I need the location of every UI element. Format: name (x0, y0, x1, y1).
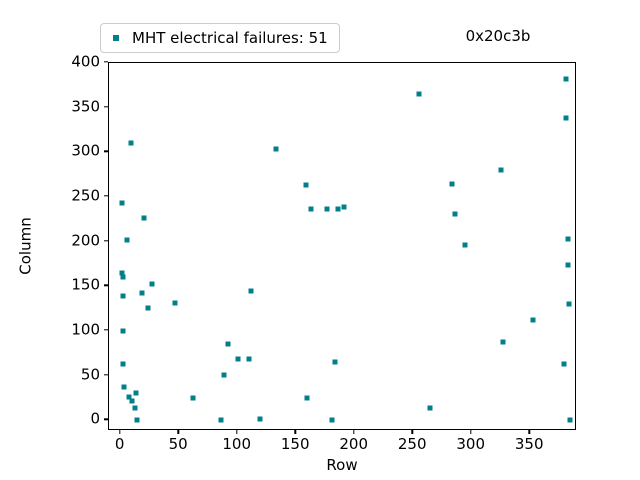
data-point (119, 200, 125, 206)
data-point (129, 398, 135, 404)
y-tick-mark (104, 239, 108, 242)
y-tick-mark (104, 61, 108, 63)
plot-axes-frame (108, 62, 576, 430)
y-tick-mark (104, 329, 108, 331)
data-point (500, 339, 506, 345)
x-axis-label: Row (326, 456, 358, 474)
data-point (273, 146, 279, 152)
data-point (134, 417, 140, 423)
x-tick-label: 350 (514, 435, 544, 453)
x-tick-mark (235, 430, 238, 434)
x-tick-mark (528, 430, 530, 434)
y-tick-mark (104, 284, 108, 286)
data-point (141, 215, 147, 221)
data-point (566, 301, 572, 307)
y-tick-label: 100 (71, 320, 100, 339)
data-point (235, 356, 241, 362)
data-point (132, 405, 138, 411)
data-point (149, 281, 155, 287)
data-point (530, 317, 536, 323)
data-point (563, 76, 569, 82)
legend-box[interactable]: MHT electrical failures: 51 (100, 23, 340, 53)
data-point (565, 236, 571, 242)
data-point (120, 293, 126, 299)
y-tick-mark (104, 105, 108, 108)
x-tick-label: 100 (222, 435, 252, 453)
x-tick-mark (352, 430, 355, 434)
legend-label: MHT electrical failures: 51 (132, 28, 328, 47)
data-point (257, 416, 263, 421)
data-point (565, 262, 571, 268)
data-point (172, 300, 178, 306)
data-point (462, 242, 468, 248)
data-point (449, 181, 455, 187)
data-point (221, 372, 227, 378)
data-point (119, 270, 125, 276)
data-point (246, 356, 252, 362)
y-axis-label: Column (16, 217, 35, 275)
y-tick-mark (104, 195, 108, 197)
y-tick-mark (104, 373, 108, 376)
y-tick-label: 0 (90, 409, 100, 428)
data-point (128, 140, 134, 146)
data-point (324, 206, 330, 212)
data-point (567, 417, 573, 423)
data-point (133, 390, 139, 396)
data-point (416, 91, 422, 97)
x-tick-label: 0 (114, 435, 125, 453)
data-point (341, 204, 347, 210)
data-point (121, 384, 127, 390)
y-tick-mark (104, 150, 108, 153)
data-point (139, 290, 145, 296)
data-point (120, 328, 126, 334)
data-point (332, 359, 338, 365)
legend-marker-icon (113, 35, 119, 41)
x-tick-mark (469, 430, 472, 434)
data-point (120, 361, 126, 367)
x-tick-label: 300 (456, 435, 486, 453)
x-tick-label: 250 (397, 435, 427, 453)
plot-title: 0x20c3b (465, 27, 531, 45)
data-point (498, 167, 504, 173)
data-point (303, 182, 309, 188)
data-point (145, 305, 151, 311)
data-point (225, 341, 231, 347)
data-point (329, 417, 335, 423)
data-point (248, 288, 254, 294)
data-point (563, 115, 569, 121)
plot-data-area (109, 63, 575, 429)
y-tick-mark (104, 418, 108, 420)
data-point (190, 395, 196, 401)
data-point (218, 417, 224, 423)
x-tick-label: 50 (168, 435, 188, 453)
y-tick-label: 250 (71, 186, 100, 205)
data-point (124, 237, 130, 243)
y-tick-label: 50 (80, 365, 100, 384)
x-tick-mark (118, 430, 121, 434)
data-point (120, 274, 126, 280)
y-tick-label: 200 (71, 231, 100, 250)
y-tick-label: 300 (71, 141, 100, 160)
y-tick-label: 350 (71, 97, 100, 116)
x-tick-mark (177, 430, 179, 434)
data-point (308, 206, 314, 212)
y-tick-label: 150 (71, 275, 100, 294)
data-point (126, 394, 132, 400)
data-point (452, 211, 458, 217)
x-tick-label: 200 (339, 435, 369, 453)
data-point (304, 395, 310, 401)
data-point (561, 361, 567, 367)
x-tick-label: 150 (280, 435, 310, 453)
y-tick-label: 400 (71, 52, 100, 71)
data-point (427, 405, 433, 411)
data-point (335, 206, 341, 212)
x-tick-mark (411, 430, 413, 434)
x-tick-mark (294, 430, 296, 434)
